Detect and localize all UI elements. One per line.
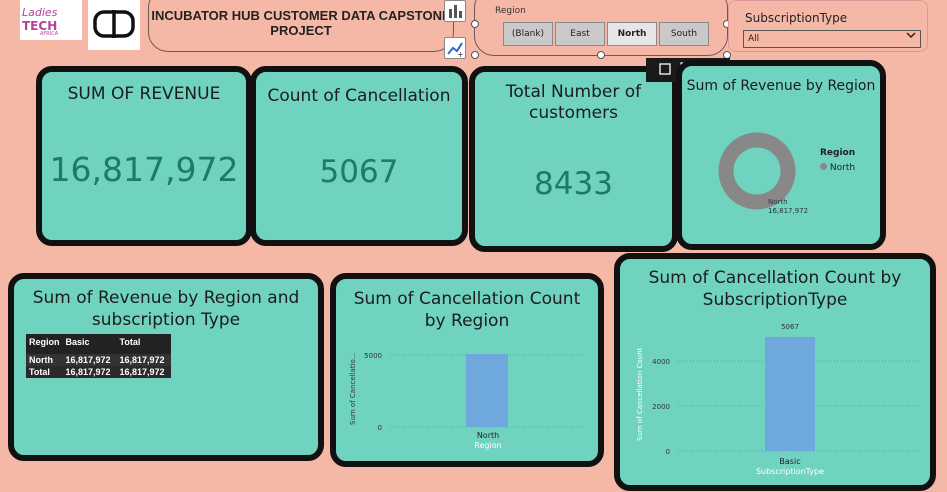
cancellation-kpi-title: Count of Cancellation — [267, 86, 451, 106]
subscription-dropdown[interactable]: All — [743, 30, 921, 48]
y-tick-label: 0 — [378, 424, 382, 432]
chevron-down-icon — [906, 30, 916, 46]
logo-text-africa: AFRICA — [40, 31, 59, 37]
revenue-matrix-table[interactable]: Region Basic Total North 16,817,972 16,8… — [26, 334, 171, 378]
table-row-total[interactable]: Total 16,817,972 16,817,972 — [26, 366, 171, 378]
ladies-in-tech-logo: Ladies TECH AFRICA — [20, 0, 82, 40]
matrix-title-line1: Sum of Revenue by Region and — [32, 288, 300, 308]
matrix-title-line2: subscription Type — [91, 310, 241, 330]
region-options: (Blank) East North South — [503, 22, 711, 46]
report-title: INCUBATOR HUB CUSTOMER DATA CAPSTONE PRO… — [148, 0, 454, 52]
subscription-slicer-label: SubscriptionType — [745, 11, 848, 25]
sub-chart-xlabel: SubscriptionType — [756, 467, 824, 476]
resize-handle-left[interactable] — [471, 20, 479, 28]
region-slicer-label: Region — [495, 6, 526, 16]
bar[interactable] — [765, 336, 815, 451]
subscription-type-slicer[interactable]: SubscriptionType All — [728, 0, 928, 52]
resize-handle-bottom-left[interactable] — [471, 51, 479, 59]
region-bar-chart[interactable]: Sum of Cancellatio... 5000 0 North Region — [336, 279, 598, 461]
resize-handle-bottom[interactable] — [597, 51, 605, 59]
cancellation-kpi-card[interactable]: Count of Cancellation 5067 — [250, 66, 468, 246]
customers-kpi-title-line1: Total Number of — [505, 82, 642, 102]
line-chart-add-icon[interactable]: + — [444, 37, 466, 59]
customers-kpi-value: 8433 — [534, 166, 613, 202]
cancellation-kpi-value: 5067 — [319, 154, 399, 190]
region-chart-ylabel: Sum of Cancellatio... — [349, 353, 357, 425]
region-option-east[interactable]: East — [555, 22, 605, 46]
y-tick-label: 0 — [666, 448, 670, 456]
bb-logo — [88, 0, 140, 50]
sub-chart-category-label: Basic — [779, 457, 800, 466]
donut-chart[interactable] — [712, 126, 802, 216]
logo-text-tech: TECH — [22, 19, 58, 33]
svg-text:+: + — [457, 50, 464, 58]
y-tick-label: 2000 — [652, 403, 670, 411]
subscription-bar-chart[interactable]: Sum of Cancellation Count 4000200005067 … — [620, 259, 930, 485]
bar-data-label: 5067 — [781, 323, 799, 331]
revenue-kpi-card[interactable]: SUM OF REVENUE 16,817,972 — [36, 66, 252, 246]
region-option-south[interactable]: South — [659, 22, 709, 46]
sub-chart-title: Sum of Cancellation Count by Subscriptio… — [620, 267, 930, 311]
revenue-kpi-value: 16,817,972 — [49, 150, 239, 189]
matrix-header-region[interactable]: Region — [26, 334, 63, 350]
cancellation-by-region-card[interactable]: Sum of Cancellation Count by Region Sum … — [330, 273, 604, 467]
subscription-dropdown-value: All — [748, 34, 760, 44]
donut-data-label: North 16,817,972 — [768, 198, 808, 216]
revenue-by-region-donut-card[interactable]: Sum of Revenue by Region Region North No… — [676, 60, 886, 250]
logo-text-ladies: Ladies — [22, 6, 58, 19]
customers-kpi-title: Total Number of customers — [475, 82, 672, 124]
matrix-cell: 16,817,972 — [116, 366, 171, 378]
cancellation-by-subscription-card[interactable]: Sum of Cancellation Count by Subscriptio… — [614, 253, 936, 491]
donut-legend-item[interactable]: North — [820, 163, 855, 173]
customers-kpi-title-line2: customers — [529, 103, 618, 123]
y-tick-label: 4000 — [652, 358, 670, 366]
revenue-kpi-title: SUM OF REVENUE — [67, 84, 221, 104]
donut-legend-title: Region — [820, 148, 856, 158]
region-chart-category-label: North — [477, 431, 499, 440]
region-chart-title-line2: by Region — [424, 311, 510, 331]
customers-kpi-card[interactable]: Total Number of customers 8433 — [469, 66, 678, 252]
matrix-cell: 16,817,972 — [62, 354, 117, 366]
region-chart-title-line1: Sum of Cancellation Count — [353, 289, 581, 309]
region-option-blank[interactable]: (Blank) — [503, 22, 553, 46]
region-slicer[interactable]: Region (Blank) East North South — [474, 0, 728, 56]
matrix-cell: North — [26, 354, 63, 366]
region-option-north[interactable]: North — [607, 22, 657, 46]
pin-icon[interactable] — [658, 62, 672, 79]
sub-chart-title-line2: SubscriptionType — [702, 290, 848, 310]
matrix-header-row: Region Basic Total — [26, 334, 171, 350]
sub-chart-title-line1: Sum of Cancellation Count by — [648, 268, 902, 288]
table-row[interactable]: North 16,817,972 16,817,972 — [26, 354, 171, 366]
matrix-cell: 16,817,972 — [116, 354, 171, 366]
matrix-title: Sum of Revenue by Region and subscriptio… — [14, 287, 318, 331]
donut-slice-north[interactable] — [718, 132, 796, 210]
y-tick-label: 5000 — [364, 352, 382, 360]
donut-legend-label: North — [829, 163, 856, 173]
legend-dot-icon — [820, 163, 827, 170]
region-chart-xlabel: Region — [474, 441, 501, 450]
revenue-matrix-card[interactable]: Sum of Revenue by Region and subscriptio… — [8, 273, 324, 461]
bar[interactable] — [466, 354, 508, 427]
matrix-cell: Total — [26, 366, 63, 378]
donut-data-label-value: 16,817,972 — [768, 207, 809, 215]
sub-chart-ylabel: Sum of Cancellation Count — [636, 347, 644, 441]
matrix-header-basic[interactable]: Basic — [62, 334, 117, 350]
region-chart-title: Sum of Cancellation Count by Region — [336, 288, 598, 332]
matrix-cell: 16,817,972 — [62, 366, 117, 378]
donut-data-label-name: North — [768, 198, 788, 206]
matrix-header-total[interactable]: Total — [116, 334, 171, 350]
bb-logo-mark — [93, 10, 135, 38]
bar-chart-icon[interactable] — [444, 0, 466, 22]
donut-title: Sum of Revenue by Region — [686, 78, 876, 94]
